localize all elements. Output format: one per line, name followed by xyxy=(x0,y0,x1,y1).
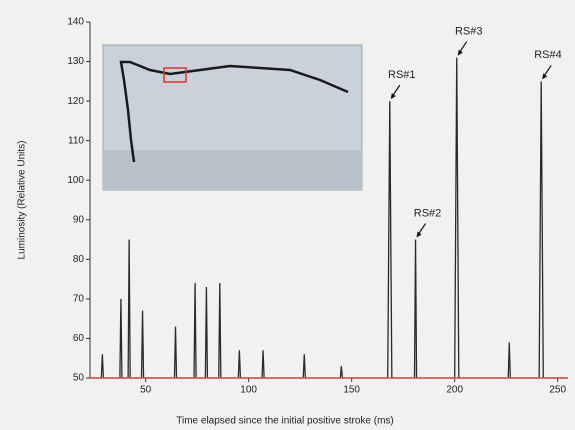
annotation-label: RS#4 xyxy=(534,49,562,61)
y-tick-label: 110 xyxy=(68,135,84,146)
x-tick-label: 50 xyxy=(140,385,152,396)
y-tick-label: 100 xyxy=(67,175,84,186)
y-tick-label: 90 xyxy=(73,214,85,225)
y-axis-label: Luminosity (Relative Units) xyxy=(17,141,28,260)
annotation-label: RS#2 xyxy=(414,207,442,219)
y-tick-label: 130 xyxy=(67,56,84,67)
x-tick-label: 250 xyxy=(549,385,566,396)
y-tick-label: 120 xyxy=(67,96,84,107)
annotation-label: RS#3 xyxy=(455,26,483,38)
y-tick-label: 140 xyxy=(67,17,84,28)
x-tick-label: 100 xyxy=(240,385,257,396)
arrow-head xyxy=(416,231,422,238)
y-tick-label: 60 xyxy=(73,333,85,344)
y-tick-label: 80 xyxy=(73,254,85,265)
annotation-label: RS#1 xyxy=(388,69,416,81)
arrow-head xyxy=(390,93,396,100)
data-line xyxy=(90,57,568,379)
x-tick-label: 200 xyxy=(446,385,463,396)
x-axis-label: Time elapsed since the initial positive … xyxy=(176,416,394,427)
arrow-head xyxy=(457,49,463,56)
x-tick-label: 150 xyxy=(343,385,360,396)
y-tick-label: 70 xyxy=(73,294,85,305)
y-tick-label: 50 xyxy=(73,373,85,384)
inset-photo xyxy=(102,44,363,191)
arrow-head xyxy=(542,73,548,80)
